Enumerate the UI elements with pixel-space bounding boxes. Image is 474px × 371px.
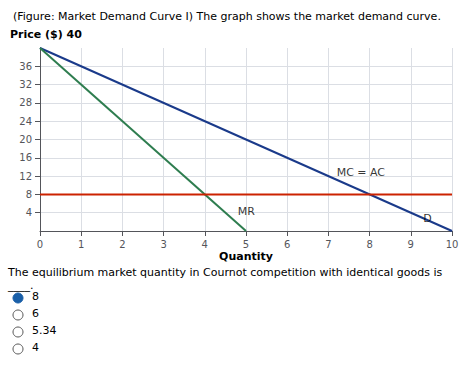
svg-text:5: 5 [243,239,249,250]
svg-text:12: 12 [19,171,32,182]
svg-text:9: 9 [408,239,414,250]
svg-text:D: D [423,212,431,225]
svg-text:6: 6 [32,307,39,320]
svg-text:4: 4 [32,341,39,354]
svg-text:24: 24 [19,116,32,127]
svg-text:8: 8 [32,290,39,303]
svg-text:7: 7 [325,239,331,250]
svg-text:Quantity: Quantity [219,250,273,263]
svg-text:The equilibrium market quantit: The equilibrium market quantity in Courn… [7,266,446,279]
svg-text:MC = AC: MC = AC [337,166,386,179]
svg-text:20: 20 [19,134,32,145]
svg-text:8: 8 [366,239,372,250]
svg-text:0: 0 [37,239,43,250]
svg-text:8: 8 [26,189,32,200]
svg-text:(Figure: Market Demand Curve I: (Figure: Market Demand Curve I) The grap… [13,10,441,23]
svg-text:16: 16 [19,152,32,163]
svg-text:36: 36 [19,61,32,72]
svg-text:1: 1 [78,239,84,250]
svg-text:5.34: 5.34 [32,324,57,337]
svg-text:Price ($) 40: Price ($) 40 [10,28,82,41]
svg-text:28: 28 [19,97,32,108]
svg-text:2: 2 [119,239,125,250]
svg-text:6: 6 [284,239,290,250]
svg-text:4: 4 [26,207,32,218]
svg-text:32: 32 [19,79,32,90]
svg-text:10: 10 [446,239,459,250]
svg-text:4: 4 [202,239,208,250]
svg-text:3: 3 [160,239,166,250]
svg-text:____.: ____. [7,279,34,292]
svg-text:MR: MR [238,205,255,218]
